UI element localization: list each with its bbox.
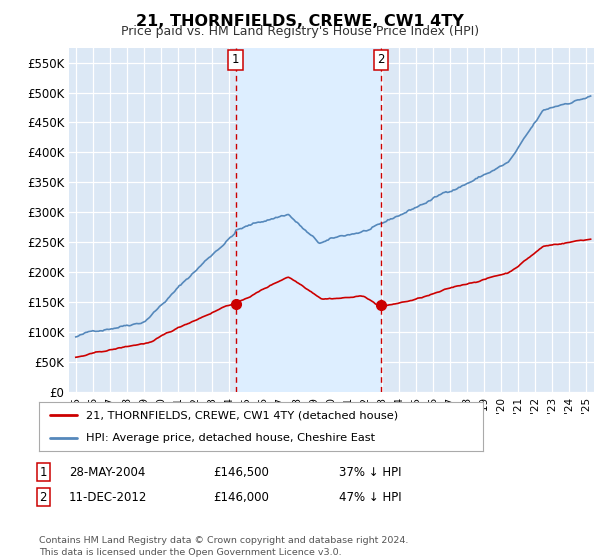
Text: 21, THORNFIELDS, CREWE, CW1 4TY (detached house): 21, THORNFIELDS, CREWE, CW1 4TY (detache… [86, 410, 398, 421]
Text: 37% ↓ HPI: 37% ↓ HPI [339, 465, 401, 479]
Text: 21, THORNFIELDS, CREWE, CW1 4TY: 21, THORNFIELDS, CREWE, CW1 4TY [136, 14, 464, 29]
Text: HPI: Average price, detached house, Cheshire East: HPI: Average price, detached house, Ches… [86, 433, 375, 444]
Text: 1: 1 [232, 54, 239, 67]
Text: Contains HM Land Registry data © Crown copyright and database right 2024.
This d: Contains HM Land Registry data © Crown c… [39, 536, 409, 557]
Text: £146,500: £146,500 [213, 465, 269, 479]
Text: 2: 2 [377, 54, 385, 67]
Text: 2: 2 [40, 491, 47, 504]
Text: 11-DEC-2012: 11-DEC-2012 [69, 491, 148, 504]
Text: 47% ↓ HPI: 47% ↓ HPI [339, 491, 401, 504]
Text: 28-MAY-2004: 28-MAY-2004 [69, 465, 145, 479]
Text: Price paid vs. HM Land Registry's House Price Index (HPI): Price paid vs. HM Land Registry's House … [121, 25, 479, 38]
Bar [236, 48, 381, 392]
Text: 1: 1 [40, 465, 47, 479]
Text: £146,000: £146,000 [213, 491, 269, 504]
